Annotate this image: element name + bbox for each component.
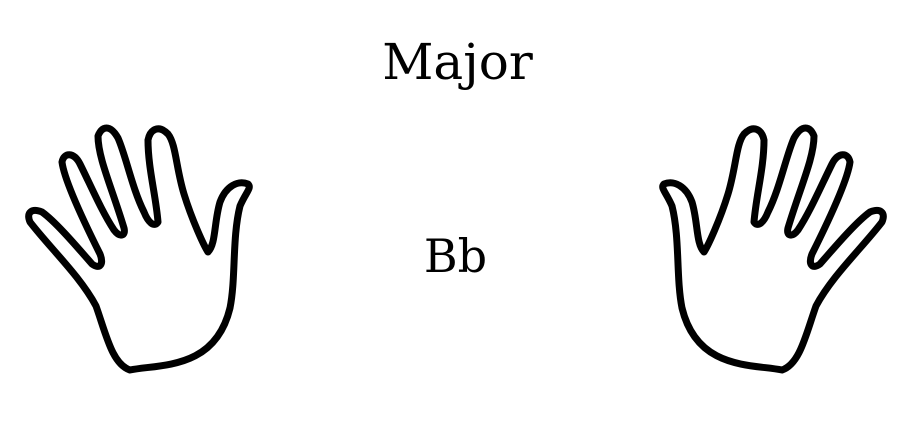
right-hand-outline-icon [659,124,887,374]
left-hand-icon [20,118,260,380]
left-hand-outline-icon [25,124,253,374]
right-hand-icon [652,118,892,380]
scale-type-title: Major [382,33,533,91]
key-label: Bb [423,229,488,283]
